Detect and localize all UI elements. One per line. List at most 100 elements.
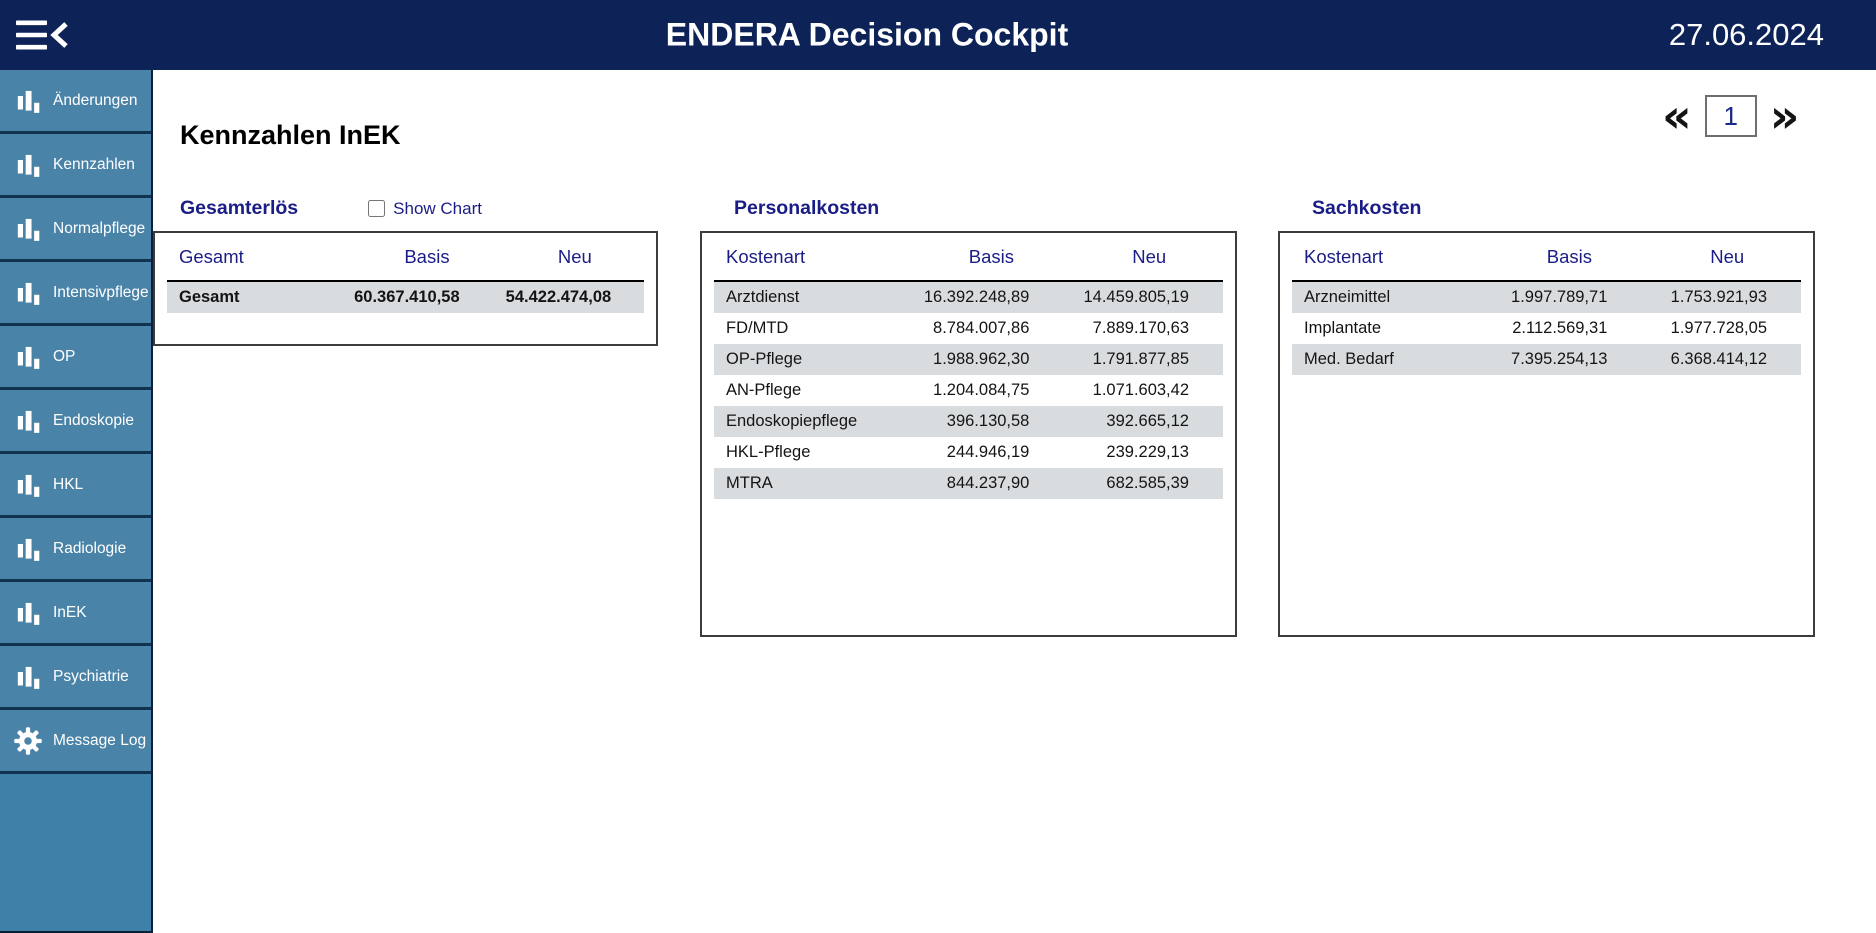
row-value-neu: 1.977.728,05: [1670, 319, 1767, 337]
bar-chart-icon: [17, 602, 39, 625]
collapse-menu-button[interactable]: [16, 19, 72, 51]
bar-chart-icon: [17, 218, 39, 241]
row-label: Implantate: [1304, 319, 1382, 337]
section-title: Personalkosten: [734, 197, 880, 219]
bar-chart-icon: [17, 346, 39, 369]
sidebar-item-label: Änderungen: [53, 91, 138, 109]
sidebar-item-inek[interactable]: InEK: [0, 582, 151, 646]
next-page-button[interactable]: »: [1769, 89, 1800, 143]
bar-chart-icon: [17, 474, 39, 497]
row-label: OP-Pflege: [726, 350, 803, 368]
sidebar-item-normalpflege[interactable]: Normalpflege: [0, 198, 151, 262]
row-label: FD/MTD: [726, 319, 789, 337]
sidebar-item-label: Message Log: [53, 731, 147, 749]
row-value-basis: 16.392.248,89: [923, 288, 1030, 306]
bar-chart-icon: [17, 410, 39, 433]
sidebar-item-op[interactable]: OP: [0, 326, 151, 390]
sidebar-item-intensivpflege[interactable]: Intensivpflege: [0, 262, 151, 326]
page-number-input[interactable]: [1704, 95, 1757, 137]
sidebar-item-label: Normalpflege: [53, 219, 146, 237]
column-header: Basis: [348, 233, 506, 282]
sidebar-item-endoskopie[interactable]: Endoskopie: [0, 390, 151, 454]
sidebar-item-kennzahlen[interactable]: Kennzahlen: [0, 134, 151, 198]
sidebar-item-aenderungen[interactable]: Änderungen: [0, 70, 151, 134]
row-label: Endoskopiepflege: [726, 412, 858, 430]
sidebar-item-label: InEK: [53, 603, 87, 621]
row-value-basis: 244.946,19: [946, 443, 1030, 461]
app-title: ENDERA Decision Cockpit: [665, 16, 1069, 53]
row-value-neu: 1.753.921,93: [1670, 288, 1767, 306]
row-value-basis: 60.367.410,58: [354, 288, 460, 306]
row-value-basis: 8.784.007,86: [933, 319, 1030, 337]
sidebar-item-label: HKL: [53, 475, 84, 493]
personalkosten-table: Kostenart Basis Neu Arztdienst 16.392.248,89…: [700, 231, 1237, 637]
prev-page-button[interactable]: «: [1662, 89, 1692, 143]
column-header: Neu: [505, 233, 644, 282]
bar-chart-icon: [17, 90, 39, 113]
table-row: Endoskopiepflege 396.130,58 392.665,12: [714, 406, 1223, 437]
row-label: Arzneimittel: [1304, 288, 1391, 306]
row-value-basis: 844.237,90: [946, 474, 1030, 492]
row-value-basis: 2.112.569,31: [1512, 319, 1608, 337]
sidebar-item-message-log[interactable]: Message Log: [0, 710, 151, 774]
table-row: Arzneimittel 1.997.789,71 1.753.921,93: [1292, 281, 1801, 313]
row-value-basis: 1.988.962,30: [933, 350, 1030, 368]
bar-chart-icon: [17, 154, 39, 177]
table-row: HKL-Pflege 244.946,19 239.229,13: [714, 437, 1223, 468]
sidebar-item-psychiatrie[interactable]: Psychiatrie: [0, 646, 151, 710]
row-label: HKL-Pflege: [726, 443, 811, 461]
show-chart-label: Show Chart: [393, 198, 482, 218]
table-row: Implantate 2.112.569,31 1.977.728,05: [1292, 313, 1801, 344]
column-header: Neu: [1653, 233, 1801, 282]
sidebar-item-radiologie[interactable]: Radiologie: [0, 518, 151, 582]
row-value-neu: 1.791.877,85: [1092, 350, 1189, 368]
section-title: Gesamterlös: [180, 197, 299, 219]
row-value-neu: 6.368.414,12: [1670, 350, 1767, 368]
column-header: Basis: [1485, 233, 1654, 282]
bar-chart-icon: [17, 666, 39, 689]
row-label: Gesamt: [179, 288, 240, 306]
row-value-basis: 1.204.084,75: [933, 381, 1030, 399]
show-chart-toggle[interactable]: Show Chart: [368, 199, 482, 219]
column-header: Neu: [1075, 233, 1223, 282]
header-date: 27.06.2024: [1668, 17, 1824, 52]
row-value-basis: 1.997.789,71: [1511, 288, 1608, 306]
row-value-neu: 392.665,12: [1106, 412, 1189, 430]
column-header: Basis: [907, 233, 1076, 282]
show-chart-checkbox[interactable]: [368, 200, 386, 217]
bar-chart-icon: [17, 538, 39, 561]
row-label: Arztdienst: [726, 288, 800, 306]
page-title: Kennzahlen InEK: [180, 120, 401, 150]
section-gesamterloes: Gesamterlös Show Chart Gesamt Basis Neu Ges…: [153, 186, 658, 346]
pagination: « »: [1662, 89, 1800, 143]
table-row: MTRA 844.237,90 682.585,39: [714, 468, 1223, 499]
sidebar-item-label: Radiologie: [53, 539, 127, 557]
row-value-neu: 682.585,39: [1106, 474, 1189, 492]
table-row: Med. Bedarf 7.395.254,13 6.368.414,12: [1292, 344, 1801, 375]
section-sachkosten: Sachkosten Kostenart Basis Neu Arzneimittel…: [1278, 186, 1815, 637]
sidebar-item-label: Intensivpflege: [53, 283, 149, 301]
row-value-neu: 14.459.805,19: [1083, 288, 1189, 306]
sidebar-item-label: Psychiatrie: [53, 667, 129, 685]
gear-icon: [14, 726, 42, 755]
sidebar: Änderungen Kennzahlen Normalpf: [0, 70, 153, 933]
row-value-neu: 54.422.474,08: [505, 288, 612, 306]
section-personalkosten: Personalkosten Kostenart Basis Neu Arztdien…: [700, 186, 1237, 637]
column-header: Gesamt: [167, 233, 349, 282]
hamburger-collapse-icon: [16, 20, 68, 50]
row-label: MTRA: [726, 474, 773, 492]
column-header: Kostenart: [714, 233, 908, 282]
sachkosten-table: Kostenart Basis Neu Arzneimittel 1.997.789,7…: [1278, 231, 1815, 637]
table-row: OP-Pflege 1.988.962,30 1.791.877,85: [714, 344, 1223, 375]
sidebar-item-label: OP: [53, 347, 76, 365]
column-header: Kostenart: [1292, 233, 1486, 282]
table-row: Gesamt 60.367.410,58 54.422.474,08: [167, 281, 644, 313]
sidebar-item-hkl[interactable]: HKL: [0, 454, 151, 518]
row-label: Med. Bedarf: [1304, 350, 1394, 368]
bar-chart-icon: [17, 282, 39, 305]
table-row: AN-Pflege 1.204.084,75 1.071.603,42: [714, 375, 1223, 406]
section-title: Sachkosten: [1312, 197, 1422, 219]
row-value-basis: 396.130,58: [946, 412, 1030, 430]
sidebar-item-label: Endoskopie: [53, 411, 135, 429]
